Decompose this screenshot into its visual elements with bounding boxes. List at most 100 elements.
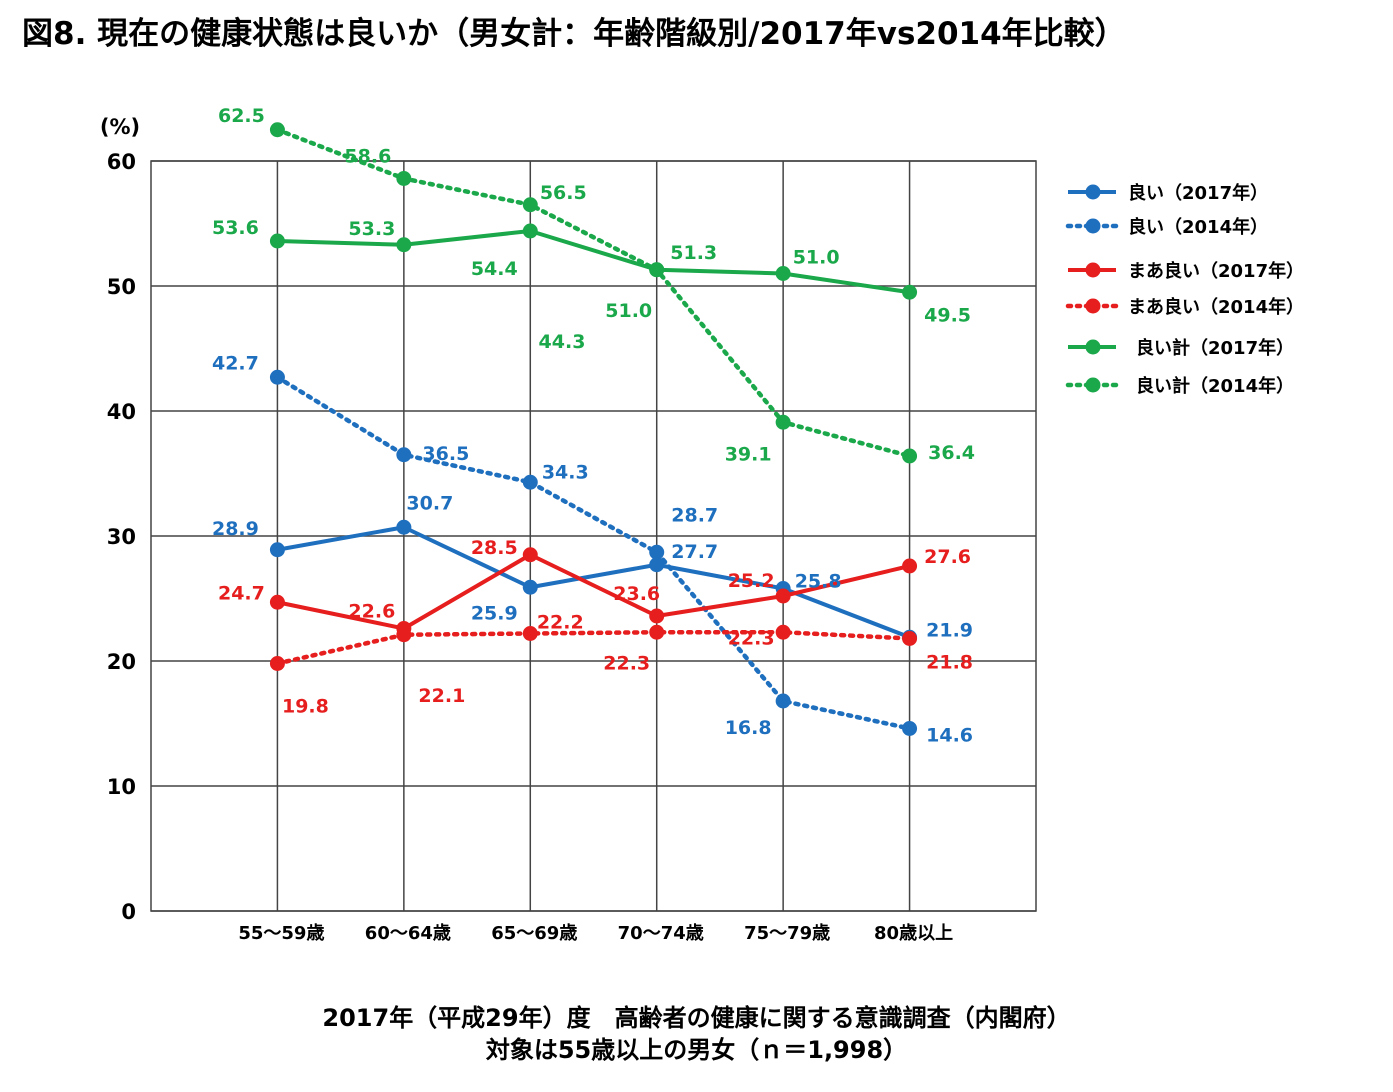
legend-marker [1085,262,1101,278]
legend-marker [1085,377,1101,393]
data-labels: 28.9 30.7 25.9 27.7 25.8 21.9 42.7 36.5 34.3 28.7… [212,105,975,747]
data-label: 22.6 [348,601,395,623]
data-point [775,693,791,709]
data-point [522,474,538,490]
data-point [649,262,665,278]
series-line [277,525,911,640]
data-point [902,721,918,736]
data-point [269,542,285,558]
data-point [396,447,412,463]
data-label: 28.7 [671,504,718,526]
legend-entry: 良い（2017年） [1128,182,1268,204]
data-point [649,544,665,560]
data-label: 51.3 [670,242,717,264]
data-point [269,233,285,249]
plot-grid [150,160,1037,912]
data-label: 22.3 [603,652,650,674]
legend-marker [1085,339,1101,355]
data-point [902,558,918,574]
data-label: 53.6 [212,217,259,239]
data-label: 27.7 [671,541,718,563]
legend-marker [1085,218,1101,234]
legend: 良い（2017年） 良い（2014年） まあ良い（2017年） まあ良い（2014年）… [1065,182,1304,397]
data-point [269,656,285,671]
legend-entry: まあ良い（2017年） [1128,260,1304,282]
data-point [649,624,665,640]
legend-marker [1085,298,1101,314]
series-points [269,122,918,736]
data-label: 22.3 [728,627,775,649]
data-label: 25.2 [728,570,775,592]
data-label: 51.0 [793,247,840,269]
chart-title: 図8. 現在の健康状態は良いか（男女計：年齢階級別/2017年vs2014年比較… [22,16,1126,52]
data-label-extra: 44.3 [539,331,586,353]
data-point [396,627,412,643]
data-label: 24.7 [218,582,265,604]
data-point [522,579,538,595]
data-point [649,608,665,624]
x-tick-label: 80歳以上 [874,923,953,944]
y-tick-label: 50 [107,275,136,299]
source-line-1: 2017年（平成29年）度 高齢者の健康に関する意識調査（内閣府） [322,1004,1071,1032]
x-tick-label: 65～69歳 [491,923,577,944]
data-label: 30.7 [406,492,453,514]
legend-entry: 良い（2014年） [1128,216,1268,238]
data-point [902,631,918,646]
legend-entry: 良い計（2014年） [1136,375,1294,397]
data-point [522,223,538,239]
y-tick-label: 40 [107,400,136,424]
data-point [775,266,791,281]
legend-entry: まあ良い（2014年） [1128,296,1304,318]
data-label: 22.2 [537,612,584,634]
data-point [396,171,412,186]
data-label: 54.4 [471,258,518,280]
data-label: 16.8 [725,717,772,739]
data-label: 53.3 [348,218,395,240]
series-line [277,552,911,631]
data-label: 34.3 [542,461,589,483]
data-label: 56.5 [540,182,587,204]
y-tick-label: 60 [107,150,136,174]
data-label: 49.5 [924,304,971,326]
data-label: 21.8 [926,652,973,674]
data-label: 22.1 [418,685,465,707]
data-point [775,414,791,430]
x-tick-label: 55～59歳 [238,923,324,944]
x-axis-ticks: 55～59歳 60～64歳 65～69歳 70～74歳 75～79歳 80歳以上 [238,923,953,944]
data-label: 62.5 [218,105,265,127]
data-label: 51.0 [605,300,652,322]
data-point [269,369,285,385]
data-label: 42.7 [212,352,259,374]
data-point [522,197,538,213]
data-label: 36.4 [928,442,975,464]
data-label: 21.9 [926,619,973,641]
source-line-2: 対象は55歳以上の男女（ｎ＝1,998） [485,1036,908,1064]
data-label: 25.9 [471,602,518,624]
y-tick-label: 0 [121,900,136,924]
data-point [269,594,285,610]
data-label: 25.8 [795,571,842,593]
data-point [902,448,918,464]
x-tick-label: 60～64歳 [365,923,451,944]
data-label: 28.9 [212,518,259,540]
y-tick-label: 20 [107,650,136,674]
series-line [275,127,912,459]
data-label: 36.5 [422,443,469,465]
data-point [522,547,538,563]
data-label: 23.6 [613,583,660,605]
data-label: 39.1 [725,443,772,465]
data-label: 28.5 [471,537,518,559]
data-point [396,519,412,535]
line-chart: 0 10 20 30 40 50 60 (%) 55～59歳 60～64歳 65～69歳 70～7… [100,105,1304,944]
legend-entry: 良い計（2017年） [1136,337,1294,359]
y-tick-label: 10 [107,775,136,799]
series-line [275,630,912,666]
source-note: 2017年（平成29年）度 高齢者の健康に関する意識調査（内閣府） 対象は55歳… [0,1002,1393,1066]
series-lines [275,127,912,731]
series-line [277,229,910,295]
x-tick-label: 75～79歳 [744,923,830,944]
data-point [269,122,285,138]
data-point [522,626,538,641]
data-label: 19.8 [282,696,329,718]
legend-marker [1085,184,1101,200]
